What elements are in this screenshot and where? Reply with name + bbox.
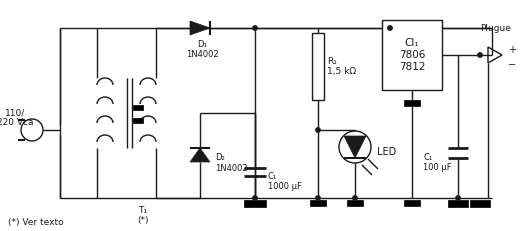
Bar — [470, 200, 490, 207]
Bar — [347, 200, 363, 206]
Polygon shape — [344, 136, 366, 158]
Bar — [404, 100, 420, 106]
Bar — [244, 200, 266, 207]
Polygon shape — [190, 21, 210, 35]
Bar — [382, 20, 442, 90]
Bar — [312, 33, 324, 100]
Bar — [404, 200, 420, 206]
Text: C₁
1000 μF: C₁ 1000 μF — [268, 172, 302, 191]
Text: D₂
1N4002: D₂ 1N4002 — [215, 153, 248, 173]
Circle shape — [253, 26, 257, 30]
Circle shape — [353, 196, 357, 200]
Circle shape — [388, 26, 392, 30]
Bar — [133, 105, 143, 110]
Text: Plugue: Plugue — [480, 24, 512, 33]
Circle shape — [478, 53, 482, 57]
Text: 110/
220 Vca: 110/ 220 Vca — [0, 108, 33, 128]
Text: C₁
100 μF: C₁ 100 μF — [423, 153, 452, 172]
Text: CI₁
7806
7812: CI₁ 7806 7812 — [399, 38, 425, 72]
Bar — [448, 200, 468, 207]
Text: R₁
1,5 kΩ: R₁ 1,5 kΩ — [327, 57, 356, 76]
Polygon shape — [190, 148, 210, 162]
Text: −: − — [508, 60, 516, 70]
Text: LED: LED — [377, 147, 396, 157]
Text: +: + — [508, 45, 516, 55]
Circle shape — [253, 196, 257, 200]
Circle shape — [316, 128, 320, 132]
Circle shape — [456, 196, 460, 200]
Circle shape — [316, 196, 320, 200]
Text: D₁
1N4002: D₁ 1N4002 — [186, 40, 218, 59]
Text: (*) Ver texto: (*) Ver texto — [8, 218, 63, 227]
Bar — [310, 200, 326, 206]
Text: T₁
(*): T₁ (*) — [137, 206, 149, 225]
Bar — [133, 118, 143, 123]
